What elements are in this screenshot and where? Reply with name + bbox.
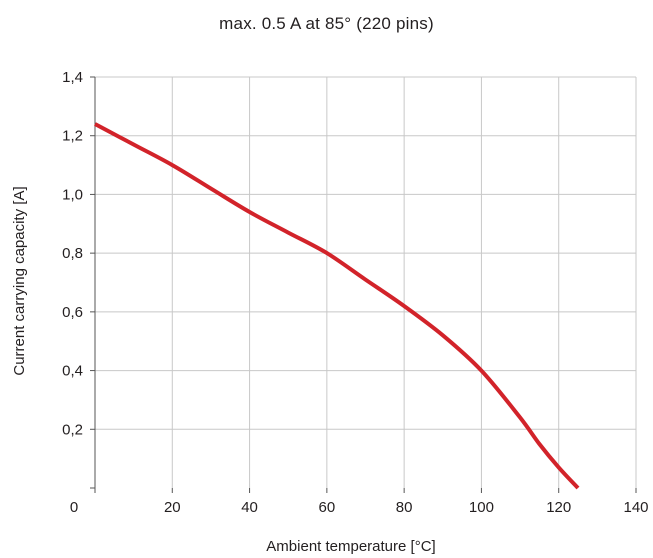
series-line — [94, 122, 580, 490]
axes — [90, 76, 637, 493]
x-tick-label: 60 — [319, 499, 336, 516]
x-axis-label: Ambient temperature [°C] — [266, 538, 435, 555]
tick-labels: 0 20 40 60 80 100 120 140 0,2 0,4 0,6 0,8 1,0 1,2 1,4 — [62, 69, 648, 516]
x-tick-label: 40 — [241, 499, 258, 516]
y-tick-label: 1,0 — [62, 186, 83, 203]
y-tick-label: 1,2 — [62, 128, 83, 145]
x-tick-label: 80 — [396, 499, 413, 516]
grid-lines — [95, 76, 637, 488]
x-tick-label: 20 — [164, 499, 181, 516]
x-tick-label: 100 — [469, 499, 494, 516]
x-tick-label: 140 — [623, 499, 648, 516]
chart-title: max. 0.5 A at 85° (220 pins) — [219, 14, 434, 33]
series-layer — [94, 122, 580, 490]
x-tick-label: 120 — [546, 499, 571, 516]
x-tick-label: 0 — [70, 499, 78, 516]
y-tick-label: 0,6 — [62, 304, 83, 321]
y-tick-label: 0,2 — [62, 421, 83, 438]
y-axis-label: Current carrying capacity [A] — [11, 186, 28, 375]
y-tick-label: 0,4 — [62, 363, 83, 380]
y-tick-label: 1,4 — [62, 69, 83, 86]
y-tick-label: 0,8 — [62, 245, 83, 262]
